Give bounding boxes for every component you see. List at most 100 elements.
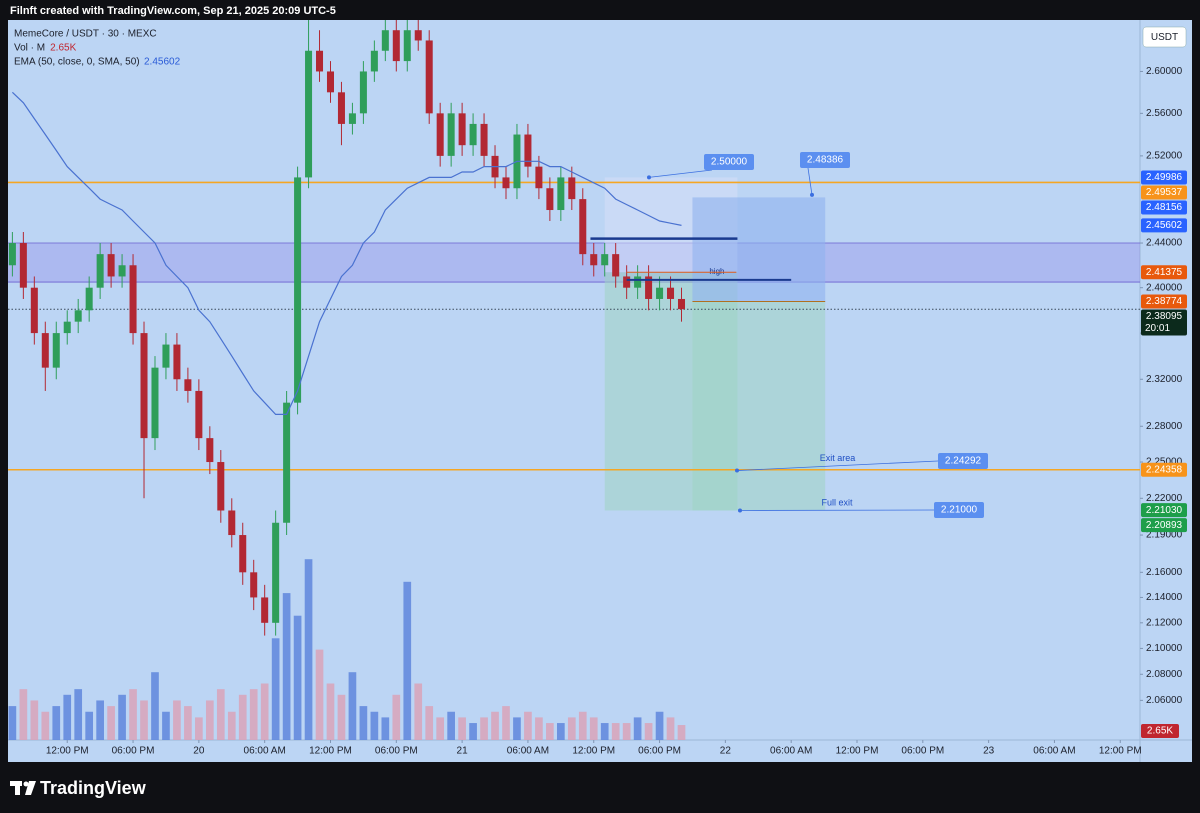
volume-bar <box>249 689 258 740</box>
candle-body <box>85 287 93 311</box>
callout-box <box>934 502 984 518</box>
volume-tag-label: 2.65K <box>1147 726 1173 737</box>
volume-bar <box>140 700 148 740</box>
x-tick-label: 21 <box>457 746 469 757</box>
candle-body <box>634 276 642 288</box>
volume-bar <box>666 717 675 740</box>
price-tag <box>1141 200 1187 215</box>
candle-body <box>19 243 27 288</box>
segment-label: high <box>709 267 724 276</box>
volume-bar <box>107 706 115 740</box>
price-tag <box>1141 170 1187 185</box>
x-tick-label: 06:00 AM <box>1033 746 1075 757</box>
candle-body <box>206 438 214 463</box>
candle-body <box>612 254 620 277</box>
callout-box <box>938 453 988 469</box>
currency-box[interactable] <box>1142 26 1187 48</box>
price-tag <box>1141 503 1187 518</box>
volume-bar <box>644 723 653 740</box>
volume-bar <box>74 689 83 740</box>
y-tick-label: 2.52000 <box>1146 151 1183 162</box>
x-tick-label: 06:00 AM <box>507 746 549 757</box>
volume-bar <box>52 706 61 740</box>
volume-bar <box>578 711 587 740</box>
callout-text: Full exit <box>821 498 853 508</box>
y-tick-label: 2.22000 <box>1146 493 1183 504</box>
candle-body <box>8 243 16 266</box>
callout-anchor <box>738 508 742 513</box>
candle-body <box>316 50 324 72</box>
candle-body <box>228 510 236 536</box>
volume-bar <box>502 706 510 740</box>
candle-body <box>96 254 104 288</box>
candle-body <box>392 30 400 62</box>
candle-body <box>151 367 159 439</box>
x-tick-label: 06:00 AM <box>244 746 286 757</box>
price-tag-label: 2.21030 <box>1146 505 1183 516</box>
volume-bar <box>425 706 434 740</box>
candle-body <box>30 287 38 334</box>
candle-body <box>425 40 433 114</box>
callout-anchor <box>810 192 814 197</box>
candle-body <box>217 462 225 511</box>
candle-body <box>524 134 532 167</box>
callout-label: 2.50000 <box>711 157 748 168</box>
callout-connector <box>648 169 713 178</box>
x-tick-label: 23 <box>983 746 995 757</box>
volume-bar <box>315 649 324 740</box>
volume-bar <box>447 711 455 740</box>
x-tick-label: 12:00 PM <box>836 746 879 757</box>
candle-body <box>502 177 510 189</box>
y-tick-label: 2.28000 <box>1146 421 1183 432</box>
price-tag-label: 2.38095 <box>1146 311 1183 322</box>
volume-bar <box>173 700 181 740</box>
ema-legend-value: 2.45602 <box>144 57 181 68</box>
volume-bar <box>436 717 445 740</box>
volume-bar <box>184 706 192 740</box>
volume-legend: Vol · M <box>14 43 45 54</box>
candle-body <box>436 113 444 156</box>
logo <box>10 781 36 795</box>
y-tick-label: 2.12000 <box>1146 617 1183 628</box>
candle-body <box>568 177 576 200</box>
volume-bar <box>589 717 598 740</box>
volume-bar <box>96 700 104 740</box>
volume-bar <box>600 723 609 740</box>
x-tick-label: 12:00 PM <box>572 746 615 757</box>
y-tick-label: 2.08000 <box>1146 669 1183 680</box>
plot <box>8 20 1140 740</box>
volume-bar <box>513 717 521 740</box>
y-tick-label: 2.32000 <box>1146 374 1183 385</box>
candle-body <box>645 276 653 299</box>
volume-bar <box>480 717 488 740</box>
callout-connector <box>736 460 939 471</box>
currency[interactable]: USDT <box>1151 32 1178 43</box>
x-tick-label: 06:00 PM <box>638 746 681 757</box>
candle-body <box>173 344 181 380</box>
volume-bar <box>41 711 50 740</box>
volume-bar <box>162 711 170 740</box>
callout-label: 2.48386 <box>807 155 844 166</box>
volume-bar <box>30 700 39 740</box>
candle-body <box>261 597 269 623</box>
position-risk <box>692 197 826 302</box>
volume-bar <box>392 694 401 740</box>
x-tick-label: 06:00 PM <box>112 746 155 757</box>
candle-body <box>107 254 115 277</box>
logo-slash <box>25 781 36 795</box>
y-tick-label: 2.40000 <box>1146 282 1183 293</box>
volume-bar <box>151 672 159 740</box>
zone <box>8 243 1140 283</box>
candle-body <box>74 310 82 322</box>
volume-bar <box>260 683 269 740</box>
candle-body <box>129 265 137 334</box>
candle-body <box>162 344 170 368</box>
candle-body <box>656 287 664 299</box>
candle-body <box>305 50 313 178</box>
candle-body <box>184 379 192 391</box>
y-tick-label: 2.10000 <box>1146 643 1183 654</box>
candle-body <box>359 71 367 114</box>
volume-bar <box>85 711 94 740</box>
volume-bar <box>381 717 390 740</box>
